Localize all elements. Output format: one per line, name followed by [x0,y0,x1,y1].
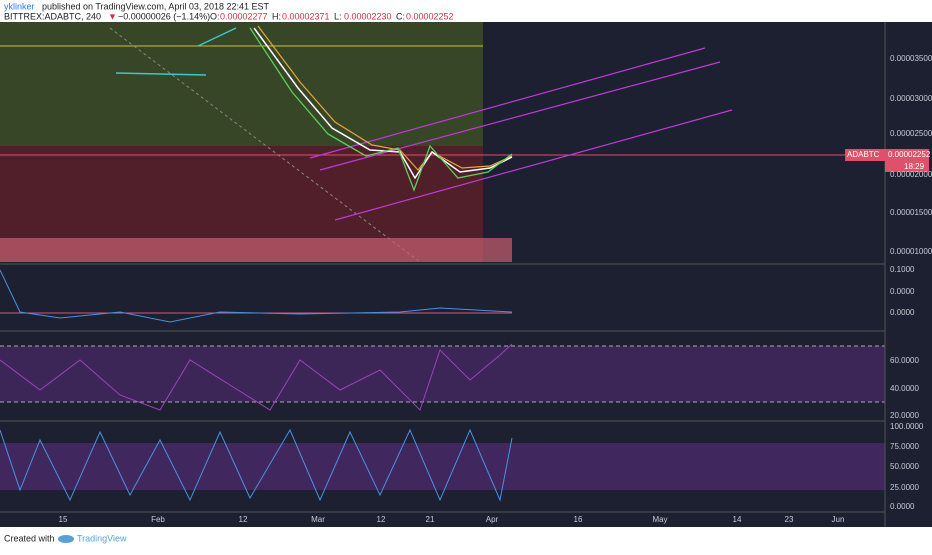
time-label: Jun [832,515,845,524]
time-label: 14 [733,515,742,524]
published: published on TradingView.com, April 03, … [42,1,269,11]
green-zone [0,22,483,146]
ohlc-key: H: [272,11,281,21]
macd-label: 0.1000 [890,265,915,274]
stoch-label: 50.0000 [890,462,919,471]
change: −0.00000026 (−1.14%) [118,11,210,21]
stoch-label: 75.0000 [890,442,919,451]
trend-line [109,27,421,263]
moving-average [257,25,513,171]
price-series [249,27,513,192]
time-label: 23 [785,515,794,524]
rsi-band [0,346,885,402]
macd-label: 0.0000 [890,308,915,317]
drawing [115,72,207,76]
time-label: Feb [151,515,165,524]
price-label: 0.00002500 [890,129,932,138]
time-label: 12 [239,515,248,524]
stoch-label: 25.0000 [890,483,919,492]
time-label: 15 [59,515,68,524]
tag-time: 18:29 [904,162,925,171]
ohlc-key: O: [210,11,220,21]
stoch-k [0,428,513,502]
ohlc-key: C: [396,11,405,21]
rsi-label: 60.0000 [890,356,919,365]
ohlc-value: 0.00002277 [220,11,268,21]
ohlc-value: 0.00002230 [344,11,392,21]
rsi-label: 20.0000 [890,411,919,420]
time-tag [885,161,929,172]
time-label: Mar [311,515,325,524]
channel [309,47,733,221]
ohlc-key: L: [334,11,342,21]
footer [0,527,932,550]
price-label: 0.00001500 [890,208,932,217]
tag-symbol: ADABTC [847,150,880,159]
stoch-label: 0.0000 [890,502,915,511]
price-label: 0.00003000 [890,94,932,103]
time-label: Apr [486,515,499,524]
symbol: BITTREX:ADABTC, 240 [4,11,101,21]
price-tag [845,149,929,161]
time-label: 21 [426,515,435,524]
stoch-label: 100.0000 [890,422,924,431]
price-label: 0.00001000 [890,247,932,256]
time-label: 12 [377,515,386,524]
logo [58,535,74,543]
stoch-band [0,443,885,490]
ohlc-value: 0.00002252 [406,11,454,21]
change-arrow: ▼ [108,11,117,21]
header-bar [0,0,932,22]
moving-average [253,27,513,180]
tag-price: 0.00002252 [888,150,931,159]
macd-label: 0.0000 [890,287,915,296]
author[interactable]: yklinker [4,1,35,11]
price-label: 0.00002000 [890,170,932,179]
rsi-line [0,343,513,411]
drawing [197,27,237,47]
rsi-label: 40.0000 [890,384,919,393]
footer-brand[interactable]: TradingView [77,533,127,543]
macd-signal [0,269,513,323]
price-label: 0.00003500 [890,54,932,63]
footer-text: Created with [4,533,55,543]
ohlc-value: 0.00002371 [282,11,330,21]
time-label: 16 [574,515,583,524]
volume [0,238,512,262]
time-label: May [652,515,667,524]
